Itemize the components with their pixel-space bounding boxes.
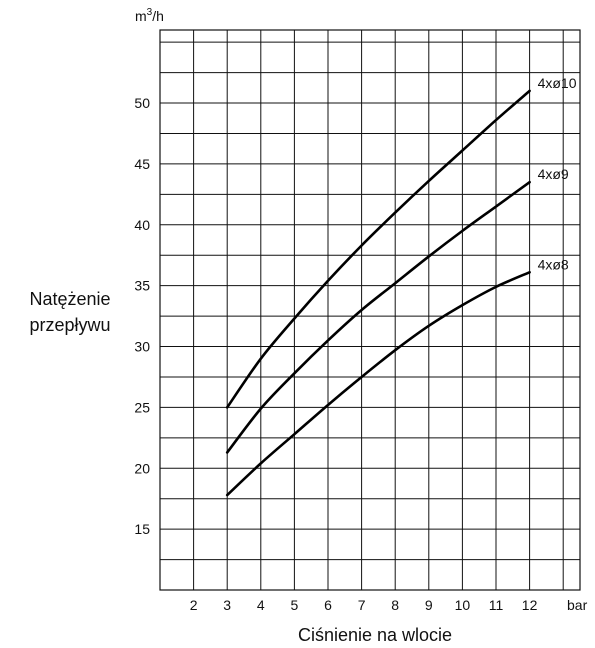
series-label: 4xø8 bbox=[538, 256, 569, 272]
y-tick-label: 50 bbox=[134, 95, 150, 111]
x-tick-label: 8 bbox=[391, 597, 399, 613]
grid bbox=[159, 30, 580, 590]
y-tick-label: 35 bbox=[134, 278, 150, 294]
y-tick-label: 20 bbox=[134, 460, 150, 476]
series-line bbox=[225, 180, 531, 454]
x-tick-label: 10 bbox=[455, 597, 471, 613]
x-unit-label: bar bbox=[567, 597, 588, 613]
x-tick-label: 4 bbox=[257, 597, 265, 613]
series-lines bbox=[225, 89, 531, 497]
y-tick-label: 40 bbox=[134, 217, 150, 233]
x-tick-label: 11 bbox=[489, 597, 504, 613]
series-label: 4xø10 bbox=[538, 75, 577, 91]
series-line bbox=[225, 270, 531, 497]
y-axis-title: Natężenie przepływu bbox=[29, 289, 110, 335]
x-tick-label: 6 bbox=[324, 597, 332, 613]
x-axis-title: Ciśnienie na wlocie bbox=[298, 625, 452, 645]
y-tick-labels: 15 20 25 30 35 40 45 50 bbox=[134, 95, 150, 537]
x-tick-label: 12 bbox=[522, 597, 538, 613]
x-tick-labels: 2 3 4 5 6 7 8 9 10 11 12 bbox=[190, 597, 538, 613]
y-tick-label: 45 bbox=[134, 156, 150, 172]
x-tick-label: 9 bbox=[425, 597, 433, 613]
y-tick-label: 25 bbox=[134, 399, 150, 415]
x-tick-label: 5 bbox=[291, 597, 299, 613]
series-line bbox=[225, 89, 531, 409]
x-tick-label: 2 bbox=[190, 597, 198, 613]
x-tick-label: 3 bbox=[223, 597, 231, 613]
x-tick-label: 7 bbox=[358, 597, 366, 613]
plot-frame bbox=[159, 29, 581, 591]
y-unit-label: m3/h bbox=[135, 7, 164, 24]
series-label: 4xø9 bbox=[538, 166, 569, 182]
y-tick-label: 30 bbox=[134, 339, 150, 355]
y-tick-label: 15 bbox=[134, 521, 150, 537]
series-labels: 4xø10 4xø9 4xø8 bbox=[538, 75, 577, 272]
